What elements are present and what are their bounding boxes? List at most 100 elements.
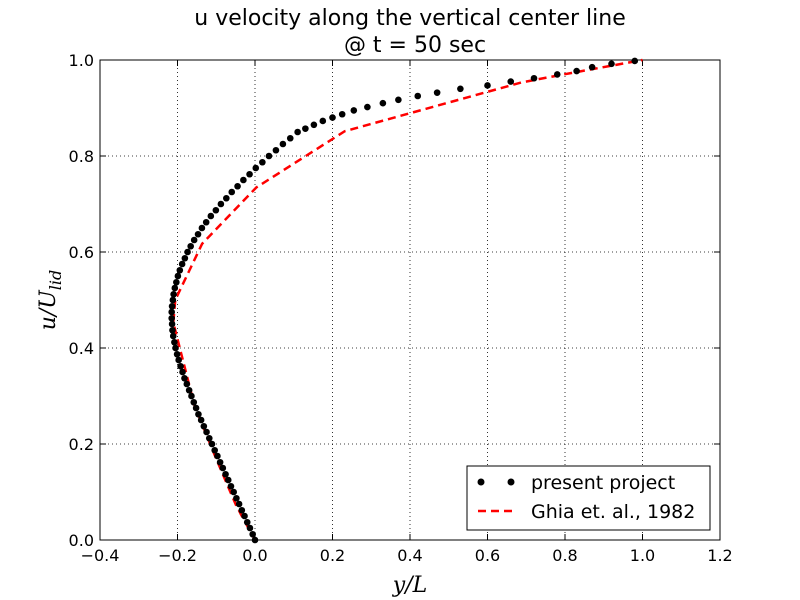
x-tick-label: 0.4	[397, 546, 422, 565]
present-project-point	[364, 103, 371, 111]
x-tick-label: 0.2	[320, 546, 345, 565]
present-project-point	[350, 107, 358, 114]
present-project-point	[169, 332, 177, 340]
legend-marker-dot-1	[477, 478, 485, 486]
present-project-point	[224, 476, 232, 484]
present-project-point	[184, 248, 191, 256]
present-project-point	[329, 114, 336, 121]
present-project-point	[246, 170, 253, 178]
present-project-point	[190, 398, 198, 406]
series-layer	[168, 57, 643, 544]
present-project-point	[240, 176, 247, 184]
present-project-point	[573, 67, 580, 75]
x-tick-label: 0.8	[552, 546, 577, 565]
y-tick-label: 1.0	[69, 51, 94, 70]
present-project-point	[631, 57, 639, 65]
present-project-point	[265, 152, 273, 160]
present-project-point	[310, 121, 318, 129]
present-project-point	[279, 140, 287, 148]
present-project-point	[170, 290, 177, 298]
y-tick-label: 0.2	[69, 435, 94, 454]
present-project-point	[507, 78, 515, 85]
present-project-point	[243, 518, 251, 526]
present-project-point	[319, 117, 327, 125]
present-project-point	[286, 134, 294, 142]
y-tick-label: 0.0	[69, 531, 94, 550]
x-tick-label: 1.2	[707, 546, 732, 565]
present-project-point	[178, 260, 186, 268]
present-project-point	[171, 284, 179, 292]
present-project-point	[251, 536, 259, 544]
present-project-point	[395, 96, 402, 104]
present-project-point	[188, 392, 195, 400]
present-project-point	[553, 71, 561, 78]
present-project-point	[217, 200, 225, 208]
present-project-point	[234, 182, 241, 190]
present-project-point	[414, 92, 422, 100]
x-tick-label: −0.4	[81, 546, 120, 565]
present-project-point	[214, 452, 221, 460]
present-project-point	[200, 422, 208, 430]
y-tick-label: 0.4	[69, 339, 94, 358]
present-project-point	[233, 494, 240, 502]
present-project-point	[173, 350, 181, 358]
y-tick-label: 0.8	[69, 147, 94, 166]
present-project-point	[294, 128, 301, 136]
present-project-point	[208, 440, 216, 448]
present-project-point	[588, 63, 596, 71]
present-project-point	[212, 206, 220, 214]
present-project-point	[207, 212, 215, 220]
present-project-point	[252, 164, 260, 172]
present-project-point	[302, 125, 309, 132]
present-project-point	[216, 458, 224, 466]
legend: present project Ghia et. al., 1982	[466, 465, 711, 531]
ticks: −0.4 −0.2 0.0 0.2 0.4 0.6 0.8 1.0 1.2 0.0 0.2 0.4 0.…	[69, 51, 733, 565]
present-project-point	[168, 302, 176, 310]
present-project-point	[194, 230, 202, 238]
present-project-point	[192, 404, 200, 412]
present-project-point	[211, 446, 218, 454]
present-project-point	[190, 236, 198, 244]
present-project-point	[195, 410, 202, 418]
present-project-point	[484, 82, 491, 89]
y-axis-label: u/Ulid	[36, 270, 65, 331]
y-tick-label: 0.6	[69, 243, 94, 262]
present-project-point	[241, 512, 248, 520]
present-project-point	[223, 194, 230, 202]
x-tick-label: 0.0	[242, 546, 267, 565]
present-project-point	[171, 338, 178, 346]
present-project-point	[259, 158, 266, 166]
present-project-point	[172, 344, 179, 352]
present-project-point	[179, 368, 186, 376]
present-project-point	[228, 188, 236, 196]
present-project-point	[168, 308, 175, 316]
present-project-point	[174, 272, 182, 280]
chart-title-line-1: u velocity along the vertical center lin…	[194, 6, 625, 31]
present-project-point	[175, 356, 182, 364]
legend-entry-present-project: present project	[531, 472, 675, 494]
present-project-point	[181, 254, 189, 262]
present-project-point	[203, 428, 210, 436]
present-project-point	[433, 89, 441, 96]
present-project-point	[168, 320, 176, 328]
present-project-point	[222, 470, 229, 478]
x-tick-label: −0.2	[158, 546, 197, 565]
present-project-point	[530, 74, 538, 82]
present-project-point	[168, 314, 175, 322]
chart-title-line-2: @ t = 50 sec	[344, 33, 486, 58]
present-project-point	[177, 362, 184, 370]
present-project-point	[197, 416, 205, 424]
x-tick-label: 0.6	[475, 546, 500, 565]
present-project-point	[169, 296, 177, 304]
present-project-point	[181, 374, 188, 382]
x-axis-label: y/L	[392, 573, 427, 598]
present-project-point	[198, 224, 206, 232]
present-project-point	[202, 218, 210, 226]
legend-marker-dot-2	[507, 478, 515, 486]
present-project-point	[230, 488, 237, 496]
present-project-point	[272, 146, 280, 154]
legend-box	[466, 465, 711, 531]
present-project-point	[176, 266, 184, 274]
present-project-point	[219, 464, 227, 472]
